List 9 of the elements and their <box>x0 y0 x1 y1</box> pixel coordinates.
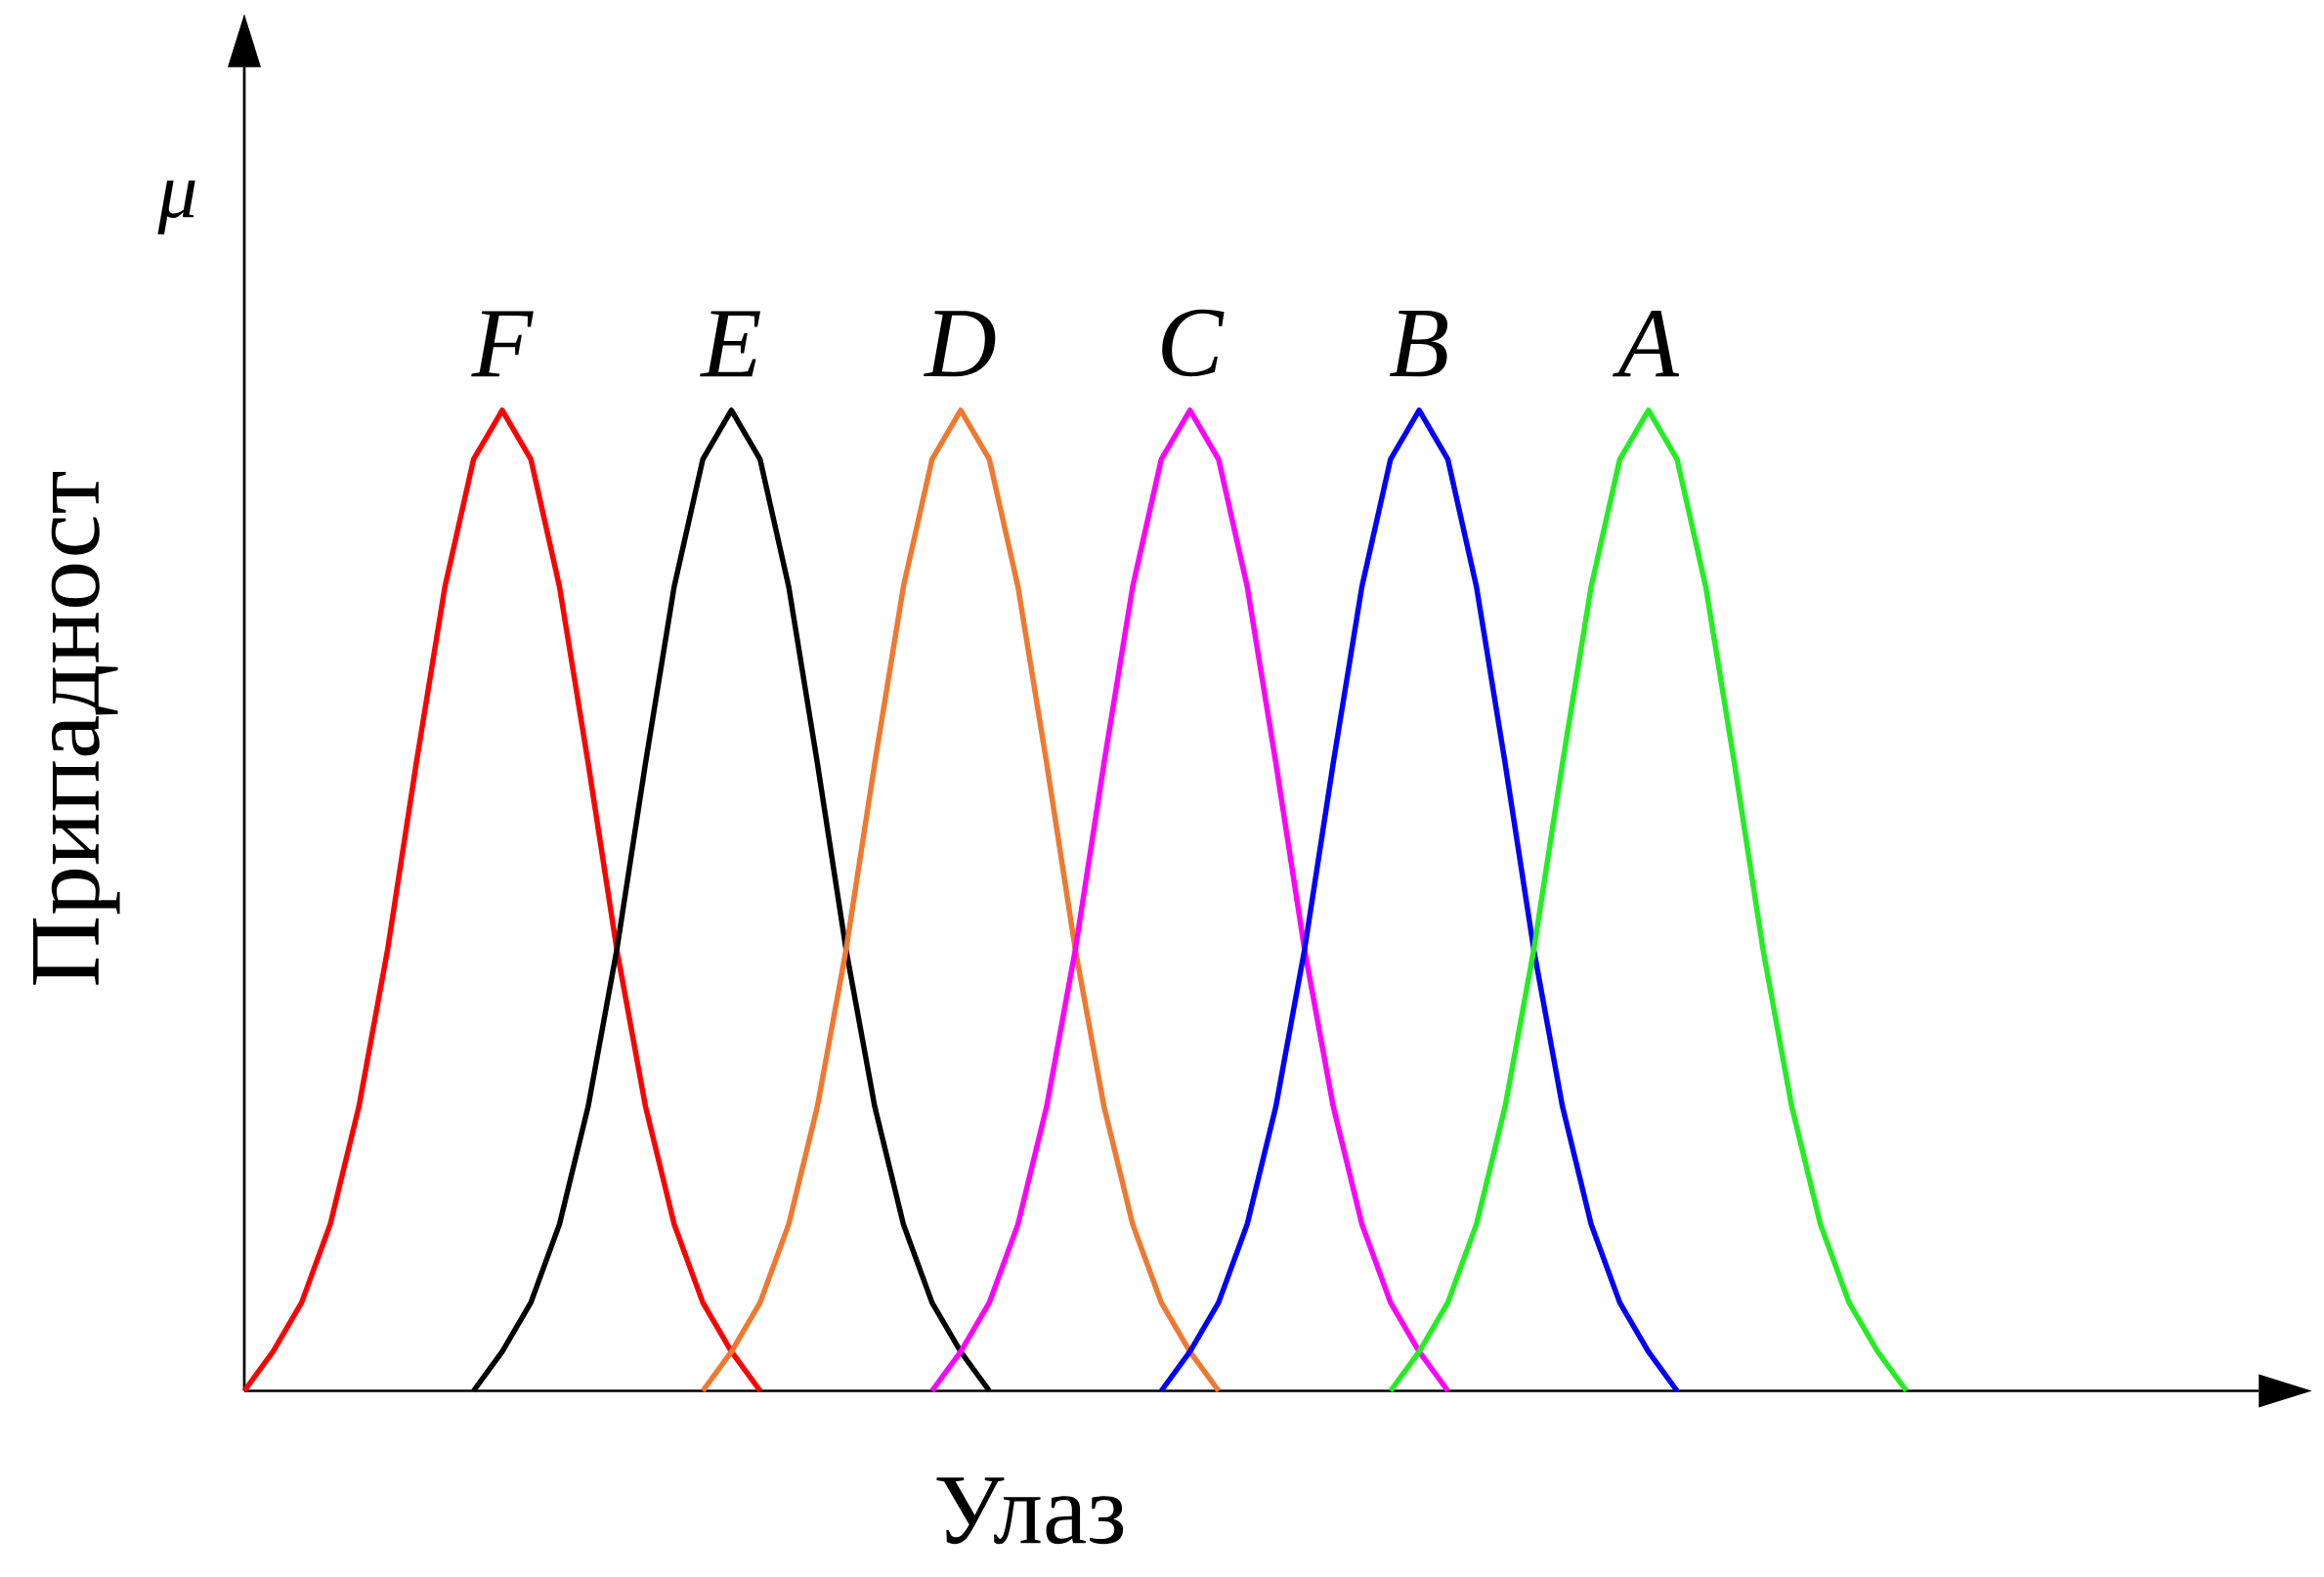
x-axis-title: Улаз <box>936 1477 1124 1545</box>
text: μ <box>157 180 195 234</box>
series-label: B <box>1389 311 1448 377</box>
series-label: A <box>1612 310 1680 377</box>
y-axis-title: Припадност <box>32 472 120 985</box>
series-label: F <box>471 311 534 377</box>
series-label: E <box>700 311 760 377</box>
series-label: C <box>1162 309 1225 377</box>
series-label: D <box>924 311 996 377</box>
